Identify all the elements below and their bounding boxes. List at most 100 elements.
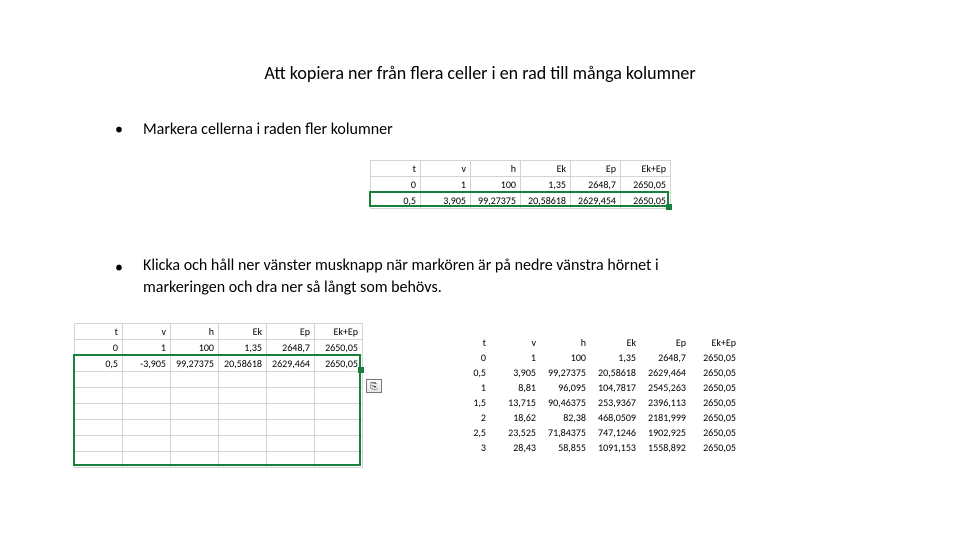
cell: 1,5	[440, 395, 490, 410]
cell	[219, 388, 267, 404]
cell: 1	[421, 177, 471, 193]
cell	[171, 420, 219, 436]
table-row: 2,523,52571,84375747,12461902,9252650,05	[440, 425, 740, 440]
cell: 2650,05	[690, 425, 740, 440]
cell: 2650,05	[621, 177, 671, 193]
header-cell: Ek	[219, 324, 267, 340]
cell: 2396,113	[640, 395, 690, 410]
cell	[75, 436, 123, 452]
cell: 2650,05	[315, 356, 363, 372]
header-cell: Ek+Ep	[690, 335, 740, 350]
cell: 2,5	[440, 425, 490, 440]
cell: 0,5	[440, 365, 490, 380]
cell	[75, 372, 123, 388]
cell	[219, 372, 267, 388]
table-row: t v h Ek Ep Ek+Ep	[75, 324, 363, 340]
cell	[75, 388, 123, 404]
table-row: 0,5 -3,905 99,27375 20,58618 2629,464 26…	[75, 356, 363, 372]
autofill-options-icon[interactable]: ⎘	[366, 379, 382, 393]
cell: 2545,263	[640, 380, 690, 395]
cell: 253,9367	[590, 395, 640, 410]
cell: 2181,999	[640, 410, 690, 425]
header-cell: h	[171, 324, 219, 340]
cell: 1,35	[521, 177, 571, 193]
table-2: t v h Ek Ep Ek+Ep 0 1 100 1,35 2648,7 26…	[74, 323, 363, 468]
bullet-item-2: • Klicka och håll ner vänster musknapp n…	[115, 255, 675, 298]
cell	[123, 404, 171, 420]
cell: 1902,925	[640, 425, 690, 440]
header-cell: Ek	[590, 335, 640, 350]
cell: 468,0509	[590, 410, 640, 425]
cell: 0	[75, 340, 123, 356]
cell	[123, 452, 171, 468]
table-row	[75, 420, 363, 436]
table-1: t v h Ek Ep Ek+Ep 0 1 100 1,35 2648,7 26…	[370, 160, 671, 209]
cell: 0,5	[75, 356, 123, 372]
cell: 2650,05	[690, 365, 740, 380]
bullet-2-text: Klicka och håll ner vänster musknapp när…	[143, 255, 675, 298]
cell: 20,58618	[521, 193, 571, 209]
cell	[171, 436, 219, 452]
cell	[315, 420, 363, 436]
cell: 2629,464	[640, 365, 690, 380]
cell	[315, 372, 363, 388]
cell: 99,27375	[540, 365, 590, 380]
cell: 23,525	[490, 425, 540, 440]
cell: 2648,7	[267, 340, 315, 356]
header-cell: Ek+Ep	[621, 161, 671, 177]
table-row: 0,5 3,905 99,27375 20,58618 2629,454 265…	[371, 193, 671, 209]
cell	[219, 404, 267, 420]
cell: 3	[440, 440, 490, 455]
cell	[75, 420, 123, 436]
bullet-item-1: • Markera cellerna i raden fler kolumner	[115, 120, 393, 139]
header-cell: Ek	[521, 161, 571, 177]
cell: 0	[371, 177, 421, 193]
cell: 8,81	[490, 380, 540, 395]
cell: -3,905	[123, 356, 171, 372]
cell: 2629,464	[267, 356, 315, 372]
table-row: t v h Ek Ep Ek+Ep	[440, 335, 740, 350]
cell: 1091,153	[590, 440, 640, 455]
cell	[219, 436, 267, 452]
cell: 2650,05	[690, 440, 740, 455]
header-cell: h	[540, 335, 590, 350]
cell	[123, 372, 171, 388]
cell: 0,5	[371, 193, 421, 209]
cell: 1	[123, 340, 171, 356]
cell: 2650,05	[690, 395, 740, 410]
table-row	[75, 404, 363, 420]
cell	[267, 372, 315, 388]
header-cell: t	[440, 335, 490, 350]
cell	[171, 404, 219, 420]
cell: 2629,454	[571, 193, 621, 209]
table-row: 328,4358,8551091,1531558,8922650,05	[440, 440, 740, 455]
cell: 100	[540, 350, 590, 365]
cell: 104,7817	[590, 380, 640, 395]
page-title: Att kopiera ner från flera celler i en r…	[0, 62, 960, 84]
header-cell: t	[75, 324, 123, 340]
cell	[267, 436, 315, 452]
cell: 20,58618	[219, 356, 267, 372]
cell	[123, 436, 171, 452]
cell	[315, 452, 363, 468]
cell: 1558,892	[640, 440, 690, 455]
cell	[315, 388, 363, 404]
cell: 96,095	[540, 380, 590, 395]
table-row: 0 1 100 1,35 2648,7 2650,05	[75, 340, 363, 356]
header-cell: Ep	[640, 335, 690, 350]
cell	[123, 388, 171, 404]
cell: 58,855	[540, 440, 590, 455]
cell: 1,35	[219, 340, 267, 356]
cell: 2648,7	[640, 350, 690, 365]
cell	[267, 420, 315, 436]
cell: 13,715	[490, 395, 540, 410]
table-row: 0,53,90599,2737520,586182629,4642650,05	[440, 365, 740, 380]
table-2-wrap: t v h Ek Ep Ek+Ep 0 1 100 1,35 2648,7 26…	[74, 323, 363, 468]
cell: 90,46375	[540, 395, 590, 410]
cell: 100	[471, 177, 521, 193]
header-cell: h	[471, 161, 521, 177]
table-3: t v h Ek Ep Ek+Ep 011001,352648,72650,05…	[440, 335, 740, 455]
cell	[315, 404, 363, 420]
table-1-wrap: t v h Ek Ep Ek+Ep 0 1 100 1,35 2648,7 26…	[370, 160, 671, 209]
cell	[123, 420, 171, 436]
